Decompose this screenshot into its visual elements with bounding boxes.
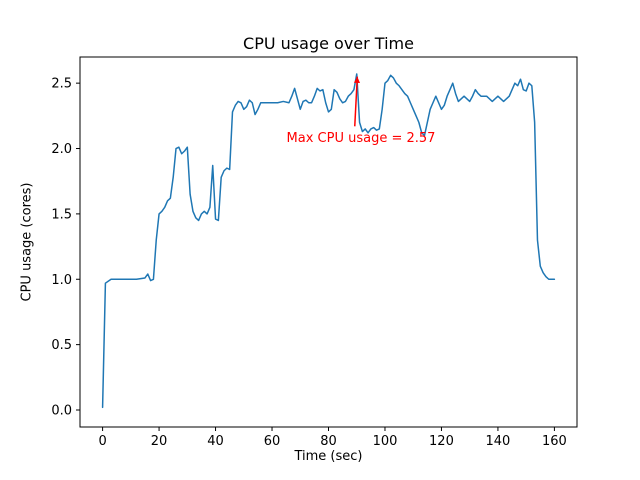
x-axis-label: Time (sec) bbox=[294, 449, 363, 464]
y-tick-label: 0.5 bbox=[51, 338, 72, 353]
annotation-arrow bbox=[354, 76, 359, 127]
x-tick-label: 80 bbox=[320, 434, 337, 449]
cpu-usage-line bbox=[101, 73, 556, 409]
x-tick-label: 160 bbox=[542, 434, 567, 449]
x-tick-label: 100 bbox=[373, 434, 398, 449]
y-tick-label: 2.0 bbox=[51, 142, 72, 157]
x-tick-label: 0 bbox=[98, 434, 106, 449]
y-tick-label: 1.5 bbox=[51, 207, 72, 222]
chart-title: CPU usage over Time bbox=[243, 34, 414, 53]
x-tick-label: 40 bbox=[207, 434, 224, 449]
y-tick-label: 1.0 bbox=[51, 273, 72, 288]
y-axis-label: CPU usage (cores) bbox=[19, 182, 35, 302]
x-tick-label: 60 bbox=[264, 434, 281, 449]
y-tick-label: 0.0 bbox=[51, 404, 72, 419]
annotation-arrowhead bbox=[353, 76, 361, 84]
x-tick-label: 20 bbox=[151, 434, 168, 449]
max-annotation-text: Max CPU usage = 2.57 bbox=[287, 131, 436, 146]
y-tick-label: 2.5 bbox=[51, 77, 72, 92]
x-tick-label: 120 bbox=[429, 434, 454, 449]
x-tick-label: 140 bbox=[486, 434, 511, 449]
